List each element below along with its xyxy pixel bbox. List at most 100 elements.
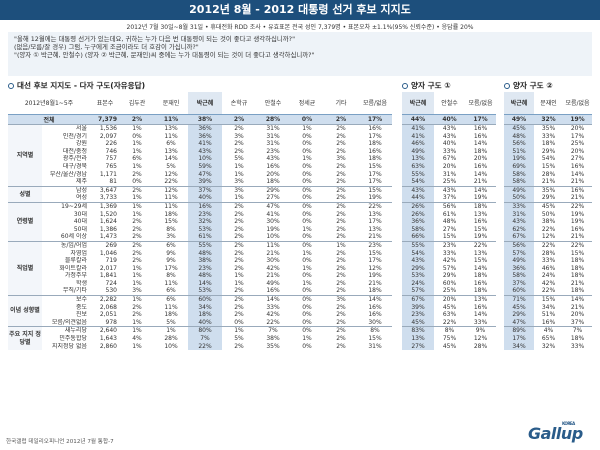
- value-cell: 14%: [164, 155, 178, 163]
- value-cell: 2%: [234, 233, 244, 241]
- value-cell: 50%: [541, 210, 556, 218]
- sample-size: 1,386: [99, 225, 117, 233]
- value-cell: 28%: [164, 335, 178, 343]
- value-cell: 20%: [563, 123, 592, 133]
- table-row: 강원 226 1% 6% 41% 2% 31% 0% 2% 18%: [8, 140, 392, 148]
- value-cell: 13%: [368, 225, 382, 233]
- value-cell: 2%: [324, 114, 358, 125]
- value-cell: 2%: [132, 170, 142, 178]
- value-cell: 11%: [256, 240, 290, 250]
- value-cell: 31%: [256, 123, 290, 133]
- value-cell: 23%: [188, 264, 222, 273]
- value-cell: 0%: [290, 201, 324, 211]
- section-two2: 양자 구도 ②: [504, 80, 553, 91]
- value-cell: 0%: [302, 147, 312, 155]
- table-row: 13% 67% 20%: [402, 155, 496, 163]
- value-cell: 0%: [302, 218, 312, 226]
- value-cell: 47%: [256, 201, 290, 211]
- value-cell: 2%: [234, 218, 244, 226]
- table-row: 44% 37% 19%: [402, 194, 496, 203]
- value-cell: 2%: [336, 272, 346, 280]
- value-cell: 30%: [266, 257, 280, 265]
- value-cell: 2%: [234, 264, 244, 272]
- value-cell: 18%: [266, 178, 280, 186]
- value-cell: 20%: [570, 311, 585, 319]
- value-cell: 41%: [402, 123, 434, 133]
- value-cell: 7%: [256, 326, 290, 336]
- value-cell: 1%: [302, 335, 312, 343]
- value-cell: 49%: [402, 147, 434, 156]
- value-cell: 2%: [336, 279, 346, 287]
- sample-size: 1,536: [90, 123, 120, 133]
- value-cell: 2%: [336, 178, 346, 186]
- value-cell: 20%: [434, 295, 465, 304]
- row-label: 제주: [75, 178, 87, 186]
- header-candidate: 박근혜: [504, 92, 534, 115]
- table-row: 60% 22% 18%: [504, 287, 592, 296]
- sample-size: 269: [90, 240, 120, 250]
- table-row: 대전/충청 746 1% 13% 43% 2% 23% 0% 2% 16%: [8, 147, 392, 156]
- value-cell: 17%: [358, 114, 392, 125]
- table-row: 31% 50% 19%: [504, 210, 592, 219]
- value-cell: 2%: [234, 140, 244, 148]
- value-cell: 30%: [368, 318, 382, 326]
- value-cell: 28%: [256, 114, 290, 125]
- sample-size: 719: [105, 257, 117, 265]
- value-cell: 18%: [570, 264, 585, 272]
- value-cell: 3%: [234, 178, 244, 186]
- table-row: 69% 15% 16%: [504, 162, 592, 171]
- value-cell: 15%: [164, 218, 178, 226]
- table-row: 33% 45% 22%: [504, 201, 592, 211]
- value-cell: 2%: [132, 249, 142, 257]
- value-cell: 44%: [402, 114, 434, 125]
- value-cell: 2%: [324, 201, 358, 211]
- value-cell: 2%: [336, 210, 346, 218]
- value-cell: 20%: [442, 162, 457, 170]
- value-cell: 34%: [188, 303, 222, 312]
- value-cell: 1%: [132, 162, 142, 170]
- value-cell: 54%: [402, 178, 434, 187]
- table-row: 83% 8% 9%: [402, 326, 496, 336]
- value-cell: 50%: [504, 194, 534, 203]
- value-cell: 62%: [504, 225, 534, 234]
- value-cell: 2%: [132, 225, 142, 233]
- value-cell: 2%: [336, 233, 346, 241]
- value-cell: 61%: [188, 233, 222, 242]
- value-cell: 2%: [336, 318, 346, 326]
- value-cell: 0%: [290, 295, 324, 304]
- sample-size: 1,841: [99, 272, 117, 280]
- value-cell: 66%: [402, 233, 434, 242]
- value-cell: 2%: [132, 218, 142, 226]
- gallup-logo: Gallup KOREA: [528, 421, 583, 443]
- group-label: 직업별: [8, 240, 42, 296]
- value-cell: 2%: [336, 218, 346, 226]
- table-row: 43% 43% 14%: [402, 185, 496, 195]
- sample-size: 1,624: [99, 218, 117, 226]
- value-cell: 18%: [473, 287, 488, 295]
- value-cell: 69%: [504, 162, 534, 171]
- value-cell: 18%: [473, 272, 488, 280]
- sample-size: 2,860: [99, 342, 117, 350]
- sample-size: 2,282: [90, 295, 120, 304]
- group-label: 이념 성향별: [8, 295, 42, 327]
- value-cell: 7%: [188, 335, 222, 343]
- value-cell: 21%: [368, 279, 382, 287]
- table-row: 부산/울산/경남 1,171 2% 12% 47% 1% 20% 0% 2% 17%: [8, 170, 392, 179]
- value-cell: 11%: [164, 132, 178, 140]
- table-row: 30대 1,520 1% 18% 23% 2% 41% 0% 2% 13%: [8, 210, 392, 219]
- value-cell: 25%: [570, 140, 585, 148]
- value-cell: 35%: [534, 185, 563, 195]
- table-row: 37% 42% 21%: [504, 279, 592, 288]
- value-cell: 2%: [336, 264, 346, 272]
- value-cell: 2%: [336, 170, 346, 178]
- value-cell: 46%: [541, 264, 556, 272]
- value-cell: 0%: [302, 257, 312, 265]
- table-row: 36% 46% 18%: [504, 264, 592, 273]
- table-row: 55% 23% 22%: [402, 240, 496, 250]
- header-period: 2012년8월1~5주: [8, 92, 90, 115]
- value-cell: 40%: [442, 140, 457, 148]
- value-cell: 14%: [563, 295, 592, 304]
- value-cell: 11%: [154, 114, 188, 125]
- value-cell: 13%: [402, 335, 434, 343]
- table-row: 43% 38% 19%: [504, 218, 592, 226]
